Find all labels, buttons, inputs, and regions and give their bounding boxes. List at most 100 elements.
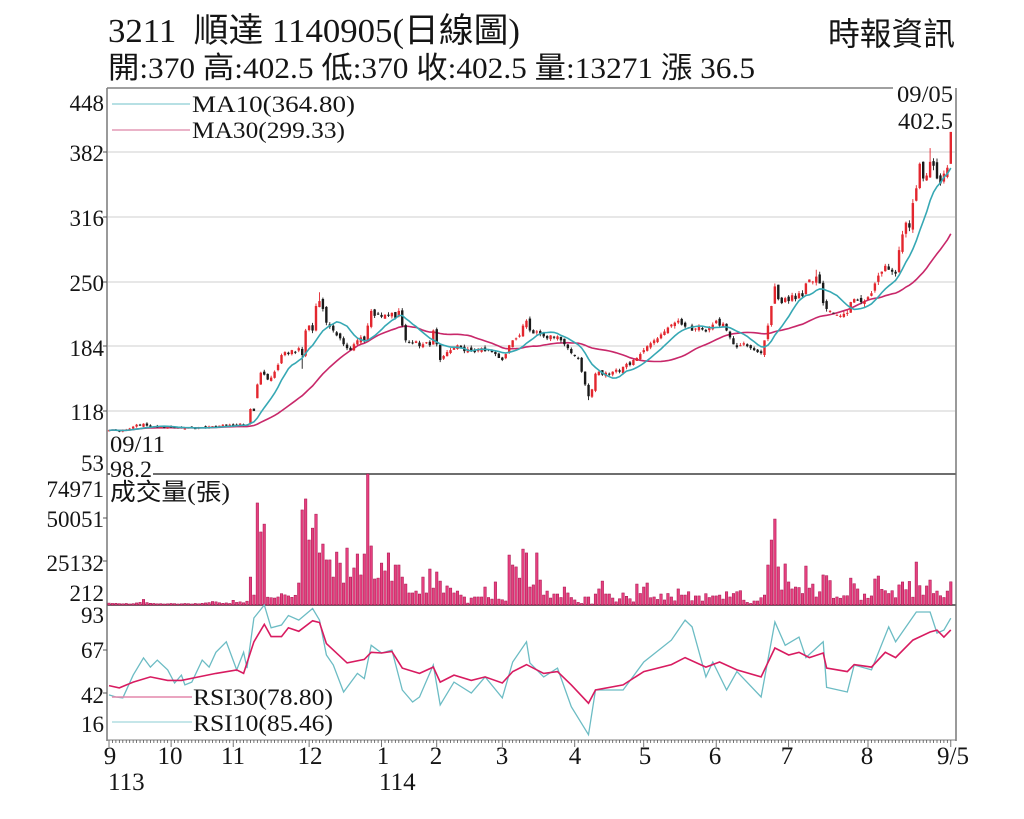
volume-bar: [207, 602, 211, 606]
volume-bar: [280, 593, 283, 606]
price-tick-label: 184: [70, 336, 105, 361]
ma30-line: [108, 233, 952, 432]
volume-bar: [414, 590, 418, 606]
candle: [649, 341, 652, 350]
volume-bar: [221, 603, 225, 606]
volume-bar: [638, 593, 642, 606]
candle: [138, 423, 142, 426]
volume-bar: [580, 603, 584, 606]
candle: [432, 329, 435, 345]
month-label: 10: [158, 743, 183, 770]
candle: [739, 343, 742, 347]
candle: [549, 335, 552, 342]
volume-bar: [497, 598, 501, 606]
month-label: 12: [298, 743, 323, 770]
volume-bar: [794, 586, 798, 606]
price-tick-label: 118: [70, 400, 104, 425]
volume-bar: [397, 564, 401, 606]
volume-bar: [411, 592, 415, 606]
volume-bar: [407, 592, 411, 606]
candle: [908, 220, 911, 232]
candle: [756, 348, 759, 353]
volume-bar: [345, 547, 349, 606]
volume-bar: [173, 603, 177, 606]
month-label: 1: [377, 743, 390, 770]
candle: [856, 298, 859, 301]
volume-bar: [600, 580, 604, 606]
month-label: 9/5: [937, 743, 969, 770]
volume-bar: [518, 577, 522, 606]
candle: [839, 314, 842, 318]
volume-bar: [925, 585, 929, 606]
volume-bar: [466, 602, 470, 606]
volume-bar: [690, 600, 694, 606]
volume-tick-label: 25132: [47, 551, 105, 576]
volume-bar: [176, 603, 180, 606]
volume-bar: [238, 601, 242, 606]
volume-bar: [166, 603, 170, 606]
volume-bar: [300, 509, 304, 606]
candle: [597, 370, 601, 376]
volume-y-axis-labels: 74971 50051 25132 212: [47, 477, 105, 606]
volume-bar: [431, 587, 435, 606]
volume-bar: [259, 531, 263, 606]
rsi30-line: [108, 619, 952, 705]
volume-bar: [942, 597, 946, 606]
volume-bar: [559, 597, 563, 606]
candle: [801, 290, 804, 298]
volume-bar: [700, 600, 704, 606]
volume-bar: [776, 566, 780, 606]
volume-bar: [545, 590, 549, 606]
volume-bar: [452, 592, 456, 606]
volume-bar: [355, 553, 359, 606]
volume-bar: [179, 603, 183, 606]
candle: [794, 293, 797, 302]
volume-bar: [566, 592, 570, 606]
volume-bar: [455, 590, 459, 606]
volume-bar: [659, 593, 663, 606]
candle: [142, 423, 145, 428]
candle: [580, 357, 583, 373]
volume-bar: [242, 602, 246, 606]
volume-bar: [649, 597, 653, 606]
volume-bar: [842, 595, 846, 606]
volume-bar: [669, 596, 673, 606]
candle: [518, 333, 521, 338]
volume-bar: [680, 594, 684, 606]
candle: [652, 338, 656, 346]
candle: [659, 332, 663, 340]
x-axis-ticks: [108, 740, 952, 747]
volume-bar: [514, 566, 518, 606]
candle: [790, 292, 794, 302]
volume-tick-label: 74971: [47, 477, 105, 502]
volume-bar: [835, 596, 839, 606]
volume-bar: [131, 603, 135, 606]
volume-bar: [342, 582, 346, 606]
candle: [797, 290, 801, 299]
volume-bar: [383, 570, 387, 606]
candle: [918, 162, 921, 190]
volume-bar: [476, 596, 480, 606]
volume-bar: [807, 587, 811, 606]
volume-bar: [932, 593, 936, 606]
volume-bar: [687, 591, 691, 606]
candle: [249, 408, 252, 425]
candle: [853, 298, 856, 303]
volume-bar: [504, 600, 508, 606]
volume-bar: [783, 563, 787, 606]
volume-bar: [469, 597, 473, 606]
candle: [746, 343, 749, 348]
candle: [318, 292, 321, 308]
candle: [618, 368, 621, 374]
candle: [335, 330, 338, 337]
volume-bar: [183, 603, 187, 606]
volume-bar: [445, 585, 449, 606]
candle: [773, 283, 777, 304]
candle: [915, 185, 918, 202]
volume-bar: [621, 592, 625, 606]
volume-bar: [845, 595, 849, 606]
volume-bar: [576, 602, 580, 606]
candle: [276, 363, 280, 372]
volume-bar: [728, 596, 732, 606]
